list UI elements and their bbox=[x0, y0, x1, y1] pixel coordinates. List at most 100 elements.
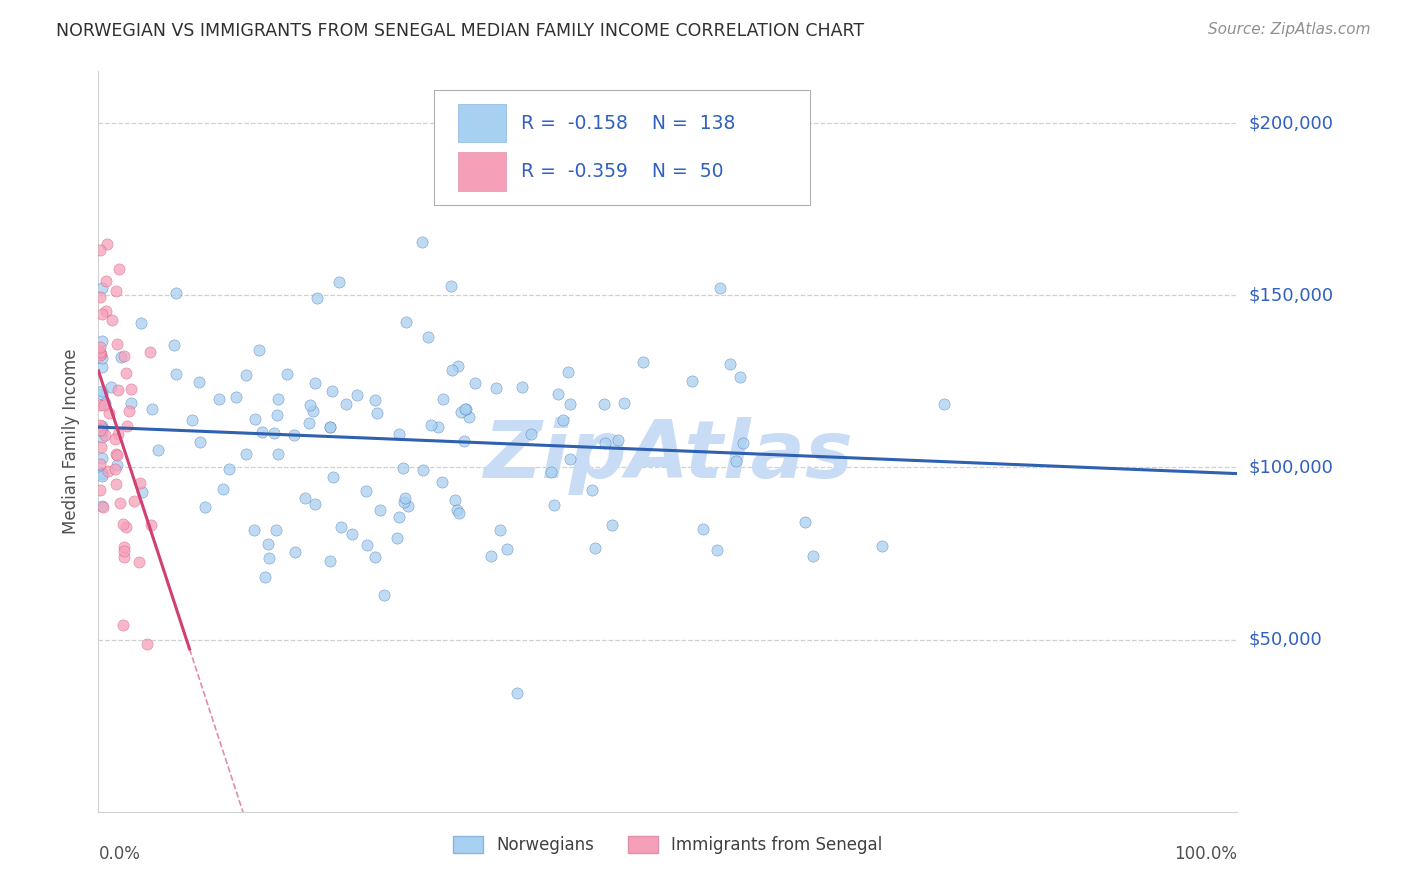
Point bbox=[263, 426, 285, 441]
Point bbox=[457, 409, 479, 424]
Point bbox=[90, 387, 112, 401]
Point bbox=[427, 420, 450, 434]
Point bbox=[90, 450, 112, 465]
Point bbox=[600, 518, 623, 533]
Point bbox=[284, 545, 307, 559]
Point bbox=[104, 432, 127, 446]
Point bbox=[319, 554, 342, 568]
Point bbox=[218, 461, 240, 475]
Point bbox=[450, 405, 472, 419]
Point bbox=[212, 483, 235, 497]
Point bbox=[706, 543, 728, 558]
Point bbox=[592, 397, 614, 411]
Point bbox=[560, 397, 582, 411]
Point bbox=[90, 467, 112, 482]
Point bbox=[108, 261, 131, 276]
Point bbox=[90, 424, 112, 438]
Point bbox=[373, 588, 395, 602]
Text: $150,000: $150,000 bbox=[1249, 286, 1333, 304]
Y-axis label: Median Family Income: Median Family Income bbox=[62, 349, 80, 534]
Point bbox=[446, 503, 468, 517]
Point bbox=[557, 365, 579, 379]
Text: 0.0%: 0.0% bbox=[98, 845, 141, 863]
Point bbox=[90, 499, 112, 513]
Point bbox=[90, 440, 112, 454]
Point bbox=[319, 419, 342, 434]
Point bbox=[305, 291, 328, 305]
Point bbox=[90, 419, 112, 434]
Point bbox=[294, 491, 316, 506]
Point bbox=[90, 360, 112, 375]
Point bbox=[117, 419, 139, 434]
Point bbox=[112, 543, 135, 558]
Point bbox=[128, 556, 150, 570]
Point bbox=[581, 483, 603, 497]
Point bbox=[728, 370, 751, 384]
Point bbox=[104, 462, 127, 476]
Point bbox=[276, 368, 298, 382]
Point bbox=[100, 380, 122, 394]
Point bbox=[254, 570, 277, 584]
Point bbox=[163, 338, 186, 352]
Point bbox=[794, 515, 817, 529]
FancyBboxPatch shape bbox=[458, 104, 506, 143]
Point bbox=[235, 447, 257, 461]
Point bbox=[553, 412, 575, 426]
Point bbox=[396, 499, 419, 513]
Point bbox=[613, 395, 636, 409]
Point bbox=[89, 417, 111, 432]
Point bbox=[190, 435, 212, 450]
Point bbox=[267, 447, 290, 461]
Point bbox=[340, 526, 363, 541]
Point bbox=[368, 502, 391, 516]
Point bbox=[105, 458, 128, 473]
Point bbox=[725, 454, 748, 468]
Point bbox=[122, 493, 145, 508]
Point bbox=[304, 376, 326, 390]
Point bbox=[321, 384, 343, 399]
Point bbox=[388, 427, 411, 442]
Point bbox=[335, 396, 357, 410]
Point bbox=[583, 541, 606, 555]
Text: $100,000: $100,000 bbox=[1249, 458, 1333, 476]
Point bbox=[731, 435, 754, 450]
Point bbox=[543, 498, 565, 512]
Point bbox=[146, 443, 169, 458]
Point bbox=[439, 279, 461, 293]
Point bbox=[94, 427, 117, 442]
Point bbox=[194, 500, 217, 515]
Point bbox=[107, 426, 129, 441]
Text: $200,000: $200,000 bbox=[1249, 114, 1333, 132]
Point bbox=[485, 381, 508, 395]
Point bbox=[934, 397, 956, 411]
Point bbox=[495, 541, 517, 556]
Text: R =  -0.158    N =  138: R = -0.158 N = 138 bbox=[522, 113, 735, 133]
Point bbox=[560, 451, 582, 466]
Point bbox=[104, 447, 127, 461]
Point bbox=[356, 539, 378, 553]
Point bbox=[90, 384, 112, 398]
Point bbox=[257, 550, 280, 565]
Point bbox=[89, 339, 111, 353]
Point bbox=[264, 523, 287, 537]
Point bbox=[188, 376, 211, 390]
Point bbox=[454, 402, 477, 417]
Point bbox=[692, 522, 714, 536]
Point bbox=[136, 637, 159, 651]
Point bbox=[266, 392, 288, 406]
Point bbox=[105, 336, 128, 351]
Point bbox=[283, 428, 305, 442]
FancyBboxPatch shape bbox=[434, 90, 810, 204]
Point bbox=[392, 461, 415, 475]
Point bbox=[115, 366, 138, 380]
Point bbox=[89, 398, 111, 412]
Point bbox=[90, 430, 112, 444]
Point bbox=[90, 281, 112, 295]
Point bbox=[318, 419, 340, 434]
Point bbox=[443, 493, 465, 508]
Point bbox=[595, 436, 617, 450]
Point bbox=[91, 307, 114, 321]
Point bbox=[870, 539, 893, 553]
FancyBboxPatch shape bbox=[458, 152, 506, 191]
Point bbox=[489, 523, 512, 537]
